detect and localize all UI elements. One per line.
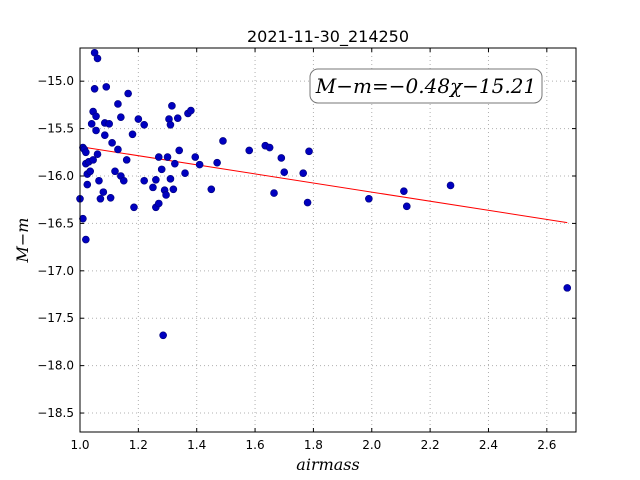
x-axis-label: airmass [296,455,359,474]
data-point [79,214,87,223]
plot-frame [79,47,577,433]
data-point [277,154,286,162]
y-tick-label: −15.0 [37,74,74,88]
data-point [402,202,411,211]
y-axis-label: M−m [13,218,32,264]
data-point [102,83,111,91]
data-point [400,187,408,195]
data-points [76,48,572,340]
data-point [171,159,179,168]
data-point [154,153,163,161]
data-point [106,194,115,202]
data-point [101,131,109,140]
data-point [92,112,100,121]
y-tick-label: −18.0 [37,359,74,373]
data-point [95,176,103,185]
data-point [82,235,90,244]
data-point [166,121,175,129]
data-point [108,139,116,147]
axis-ticks: 1.0 1.2 1.4 1.6 1.8 2.0 2.2 2.4 2.6 −15.0 −15.5 −16… [37,48,576,452]
data-point [96,194,105,203]
data-point [207,185,216,194]
data-point [213,158,221,167]
data-point [173,114,182,122]
data-point [90,84,99,93]
y-tick-label: −18.5 [37,406,74,420]
data-point [446,181,455,190]
data-point [187,106,195,115]
data-point [152,175,160,184]
data-point [219,137,227,145]
fit-equation: M−m=−0.48χ−15.21 [315,74,536,98]
data-point [92,126,100,135]
data-point [162,191,170,199]
y-tick-label: −17.0 [37,264,74,278]
y-tick-label: −16.0 [37,169,74,183]
data-point [89,156,97,164]
data-point [93,150,102,158]
data-point [99,188,108,196]
data-point [163,153,172,161]
x-tick-label: 1.2 [129,438,148,452]
data-point [563,284,572,292]
fit-equation-box: M−m=−0.48χ−15.21 [309,68,543,104]
data-point [305,147,313,156]
chart-title: 2021-11-30_214250 [247,27,409,47]
data-point [122,156,131,164]
data-point [86,167,95,176]
data-point [299,169,308,177]
data-point [166,175,175,183]
data-point [175,146,183,155]
data-point [157,165,166,174]
data-point [265,143,274,152]
x-tick-label: 1.4 [187,438,206,452]
data-point [270,189,278,197]
data-point [140,121,148,129]
data-point [169,185,178,194]
data-point [191,153,200,161]
data-point [134,115,143,123]
data-point [195,160,204,169]
x-tick-label: 1.8 [304,438,323,452]
data-point [130,203,138,212]
data-point [140,176,148,185]
data-point [159,331,167,340]
data-point [117,113,125,122]
data-point [83,180,92,189]
data-point [82,148,90,157]
data-point [128,130,137,139]
data-point [105,120,113,128]
data-point [114,145,122,154]
data-point [280,168,289,177]
data-point [149,183,157,192]
y-tick-label: −15.5 [37,122,74,136]
x-tick-label: 1.6 [246,438,265,452]
data-point [93,54,102,63]
x-tick-label: 2.6 [537,438,556,452]
data-point [114,100,122,108]
data-point [245,146,254,155]
data-point [119,176,128,185]
data-point [124,89,132,98]
y-tick-label: −16.5 [37,216,74,230]
grid-lines [79,48,576,432]
x-tick-label: 2.2 [421,438,440,452]
x-tick-label: 2.0 [362,438,381,452]
data-point [181,169,189,177]
x-tick-label: 1.0 [70,438,89,452]
data-point [111,167,119,176]
x-tick-label: 2.4 [479,438,498,452]
annotation-box [309,68,543,104]
y-tick-label: −17.5 [37,311,74,325]
data-point [303,198,312,207]
data-point [365,194,373,203]
data-point [168,102,176,110]
data-point [87,120,96,128]
data-point [154,199,163,208]
